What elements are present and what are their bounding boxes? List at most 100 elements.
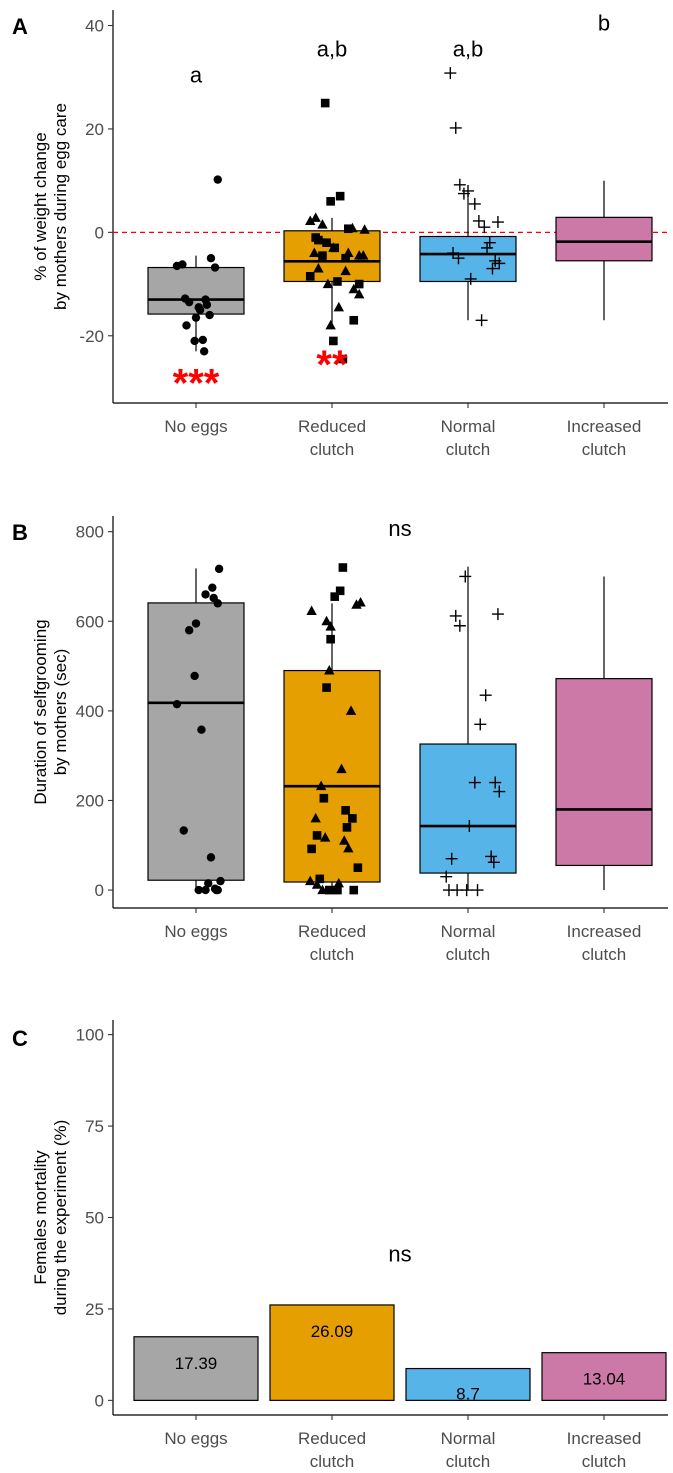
x-tick-label: clutch — [310, 440, 354, 459]
data-point-circle — [198, 335, 207, 345]
data-point-triangle — [313, 263, 324, 273]
data-point-circle — [178, 260, 187, 269]
bar-value-label: 26.09 — [311, 1322, 354, 1341]
bar — [269, 1304, 395, 1401]
x-tick-label: Increased — [567, 417, 642, 436]
box-iqr — [419, 235, 517, 283]
data-point-circle — [180, 294, 190, 303]
significance-stars: ** — [316, 343, 348, 387]
bar — [133, 1336, 259, 1401]
x-tick-label: Increased — [567, 922, 642, 941]
panel-letter: A — [12, 14, 28, 39]
y-tick-label: 0 — [95, 223, 104, 242]
x-tick-label: Normal — [441, 1429, 496, 1448]
data-point-triangle — [339, 835, 350, 845]
data-point-plus — [445, 852, 458, 865]
data-point-plus — [471, 884, 484, 897]
x-tick-label: clutch — [310, 1452, 354, 1471]
data-point-plus — [449, 609, 462, 622]
data-point-square — [341, 806, 350, 815]
data-point-triangle — [310, 812, 321, 823]
data-point-triangle — [354, 288, 365, 299]
data-point-triangle — [309, 247, 320, 258]
box-iqr — [147, 602, 245, 881]
data-point-circle — [191, 619, 201, 628]
data-point-circle — [190, 671, 199, 681]
data-point-square — [319, 793, 329, 803]
data-point-square — [322, 238, 331, 247]
y-tick-label: -20 — [79, 327, 104, 346]
x-tick-label: Reduced — [298, 417, 366, 436]
x-tick-label: clutch — [446, 440, 490, 459]
data-point-circle — [209, 593, 218, 603]
data-point-circle — [172, 699, 182, 709]
data-point-circle — [204, 879, 213, 888]
data-point-square — [349, 315, 359, 325]
data-point-triangle — [321, 615, 332, 626]
data-point-plus — [475, 314, 488, 327]
x-tick-label: clutch — [582, 1452, 626, 1471]
panel-letter: B — [12, 520, 28, 545]
data-point-square — [338, 354, 348, 364]
data-point-square — [349, 885, 359, 895]
data-point-plus — [460, 884, 473, 897]
data-point-square — [326, 197, 335, 206]
data-point-square — [341, 253, 350, 263]
data-point-triangle — [359, 224, 370, 234]
x-tick-label: Reduced — [298, 1429, 366, 1448]
data-point-triangle — [315, 780, 327, 791]
data-point-square — [333, 885, 342, 895]
data-point-triangle — [325, 319, 336, 330]
data-point-square — [344, 224, 353, 234]
data-point-plus — [447, 247, 460, 260]
box-iqr — [555, 216, 653, 262]
data-point-plus — [486, 262, 499, 275]
y-tick-label: 0 — [95, 1391, 104, 1410]
data-point-circle — [179, 826, 188, 835]
y-tick-label: 40 — [85, 17, 104, 36]
data-point-plus — [474, 718, 487, 731]
significance-label-ns: ns — [388, 1241, 411, 1266]
data-point-square — [353, 863, 363, 872]
significance-letter: a,b — [317, 37, 348, 62]
data-point-triangle — [340, 265, 351, 276]
y-tick-label: 600 — [76, 612, 104, 631]
data-point-circle — [182, 321, 191, 330]
data-point-triangle — [348, 283, 359, 294]
y-axis-label: during the experiment (%) — [51, 1120, 70, 1316]
data-point-plus — [463, 820, 476, 833]
data-point-circle — [208, 583, 217, 592]
data-point-plus — [468, 776, 481, 789]
y-tick-label: 20 — [85, 120, 104, 139]
data-point-plus — [452, 252, 465, 265]
data-point-square — [315, 874, 325, 884]
data-point-circle — [191, 313, 201, 322]
y-axis-label: Duration of selfgrooming — [31, 619, 50, 804]
data-point-square — [307, 844, 316, 854]
data-point-plus — [464, 272, 477, 285]
x-tick-label: Normal — [441, 417, 496, 436]
data-point-circle — [190, 336, 199, 346]
data-point-square — [335, 191, 345, 201]
data-point-circle — [213, 175, 222, 184]
y-tick-label: 200 — [76, 791, 104, 810]
data-point-plus — [459, 570, 472, 583]
data-point-plus — [485, 850, 498, 863]
x-tick-label: clutch — [582, 945, 626, 964]
data-point-square — [324, 885, 334, 895]
y-axis-label: Females mortality — [31, 1150, 50, 1285]
x-tick-label: No eggs — [164, 922, 227, 941]
x-tick-label: clutch — [582, 440, 626, 459]
data-point-circle — [206, 254, 216, 263]
data-point-triangle — [320, 832, 331, 842]
data-point-circle — [199, 347, 209, 356]
data-point-plus — [481, 241, 494, 254]
data-point-square — [348, 814, 357, 823]
data-point-circle — [195, 305, 205, 315]
significance-letter: b — [598, 11, 610, 36]
data-point-triangle — [345, 705, 357, 715]
data-point-triangle — [358, 250, 369, 260]
data-point-triangle — [305, 875, 316, 886]
y-axis-label: by mothers during egg care — [51, 103, 70, 310]
